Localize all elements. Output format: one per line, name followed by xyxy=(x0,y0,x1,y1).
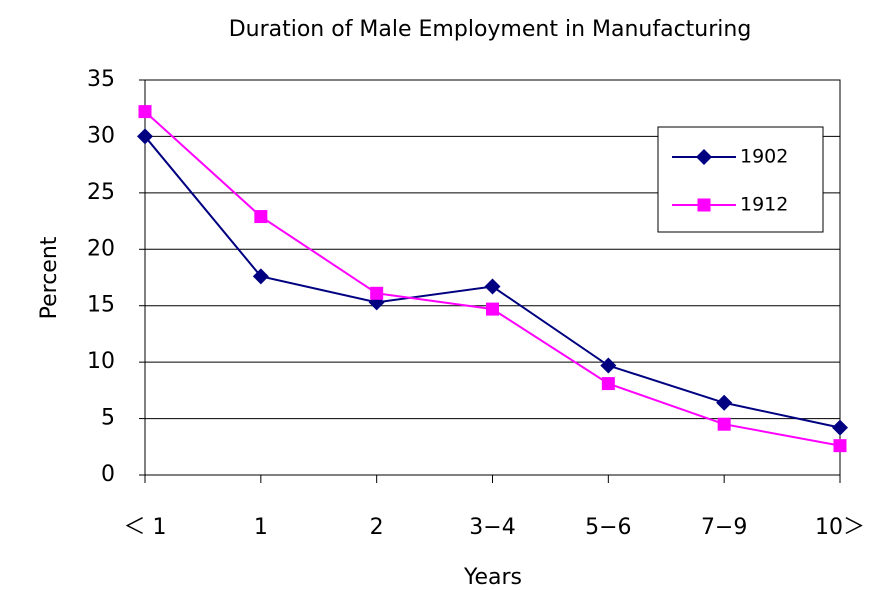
x-axis-label: Years xyxy=(463,565,522,590)
marker xyxy=(138,105,152,119)
x-tick-label: ＜ 1 xyxy=(124,515,167,540)
marker xyxy=(601,377,615,391)
x-tick-label: 10＞ xyxy=(815,515,865,540)
y-tick-label: 0 xyxy=(101,462,115,487)
marker xyxy=(484,278,501,295)
marker xyxy=(486,302,499,316)
marker xyxy=(254,210,268,224)
y-tick-label: 20 xyxy=(87,236,115,261)
y-axis-label: Percent xyxy=(37,236,62,319)
marker xyxy=(697,198,711,212)
y-tick-label: 35 xyxy=(87,67,115,92)
chart-title: Duration of Male Employment in Manufactu… xyxy=(229,17,752,42)
y-tick-label: 30 xyxy=(87,123,115,148)
x-tick-label: 2 xyxy=(370,515,384,540)
x-tick-label: 5−6 xyxy=(585,515,631,540)
marker xyxy=(600,357,617,374)
y-tick-label: 25 xyxy=(87,180,115,205)
y-tick-label: 5 xyxy=(101,406,115,431)
marker xyxy=(252,268,269,285)
marker xyxy=(833,439,847,453)
legend-label: 1912 xyxy=(740,194,788,216)
marker xyxy=(370,286,384,300)
legend-label: 1902 xyxy=(740,146,788,168)
x-tick-label: 3−4 xyxy=(469,515,515,540)
x-tick-label: 7−9 xyxy=(701,515,747,540)
marker xyxy=(696,149,712,165)
x-tick-label: 1 xyxy=(254,515,268,540)
marker xyxy=(137,128,153,145)
legend xyxy=(657,126,824,233)
marker xyxy=(716,394,733,411)
y-tick-label: 10 xyxy=(87,349,115,374)
marker xyxy=(832,419,848,436)
y-tick-label: 15 xyxy=(87,293,115,318)
marker xyxy=(717,417,731,431)
